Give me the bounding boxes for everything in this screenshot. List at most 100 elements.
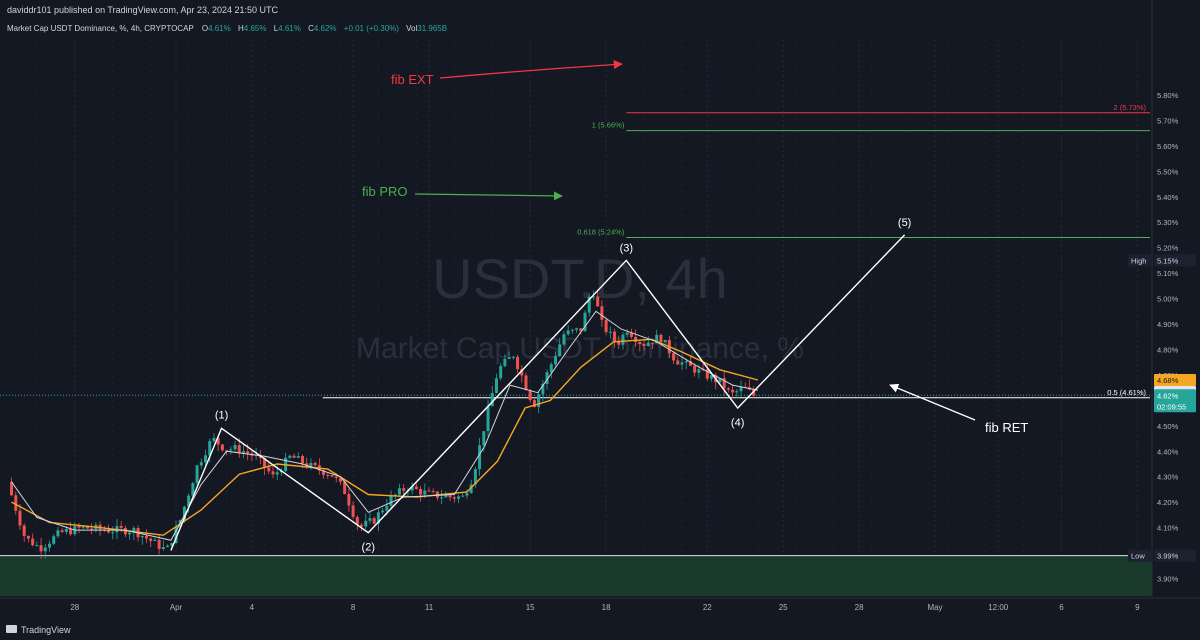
low-tag-value: 3.99% <box>1157 552 1179 561</box>
candle-body <box>31 538 35 546</box>
candle-body <box>267 467 271 472</box>
candle-body <box>478 445 482 470</box>
candle-body <box>663 339 667 343</box>
candle-body <box>39 545 43 552</box>
high-tag-value: 5.15% <box>1157 256 1179 265</box>
candle-body <box>638 341 642 345</box>
candle-body <box>558 344 562 357</box>
candle-body <box>625 332 629 335</box>
candle-body <box>301 456 304 464</box>
y-tick-0: 3.90% <box>1157 575 1179 584</box>
candle-body <box>220 444 224 451</box>
x-tick-1: Apr <box>170 603 183 612</box>
x-tick-0: 28 <box>70 603 79 612</box>
wave-label-1: (1) <box>215 409 228 421</box>
candle-body <box>338 478 342 482</box>
candle-body <box>549 364 553 373</box>
x-tick-9: 28 <box>855 603 864 612</box>
symbol-description: Market Cap USDT Dominance, %, 4h, CRYPTO… <box>7 24 194 33</box>
wave-label-5: (5) <box>898 217 911 229</box>
candle-body <box>364 520 368 527</box>
candle-body <box>499 366 503 379</box>
candle-body <box>680 362 684 365</box>
candle-body <box>541 384 545 395</box>
fib-level-label-0: 2 (5.73%) <box>1113 103 1146 112</box>
candle-body <box>545 372 549 385</box>
candle-body <box>351 505 355 517</box>
price-axis[interactable]: 3.90%4.00%4.10%4.20%4.30%4.40%4.50%4.60%… <box>1157 91 1179 584</box>
fib-level-label-3: 0.5 (4.61%) <box>1107 388 1146 397</box>
candle-body <box>461 495 465 497</box>
x-tick-6: 18 <box>602 603 611 612</box>
candle-body <box>187 495 191 507</box>
change-value: +0.01 (+0.30%) <box>344 24 399 33</box>
fib-level-label-2: 0.618 (5.24%) <box>577 227 625 236</box>
ema-fast-line <box>11 310 758 541</box>
candle-body <box>528 390 532 401</box>
candle-body <box>473 469 477 485</box>
ohlc-high-key: H <box>238 24 244 33</box>
candle-body <box>208 441 212 456</box>
x-tick-4: 11 <box>425 603 434 612</box>
x-tick-2: 4 <box>250 603 255 612</box>
candle-body <box>229 449 233 451</box>
candle-body <box>617 341 621 345</box>
y-tick-6: 4.50% <box>1157 422 1179 431</box>
candle-body <box>166 545 170 548</box>
y-tick-3: 4.20% <box>1157 498 1179 507</box>
ohlc-low-key: L <box>274 24 279 33</box>
candle-body <box>659 334 663 343</box>
candle-body <box>570 329 574 331</box>
candle-body <box>376 512 380 524</box>
candle-body <box>537 394 541 407</box>
candle-body <box>566 330 570 335</box>
time-axis-bg <box>0 598 1200 618</box>
candle-body <box>684 361 688 363</box>
candle-body <box>503 359 507 367</box>
ohlc-open-value: 4.61% <box>208 24 231 33</box>
candle-body <box>710 375 714 379</box>
candle-body <box>170 543 174 546</box>
candle-body <box>153 539 157 542</box>
candle-body <box>718 378 722 383</box>
y-tick-17: 5.60% <box>1157 142 1179 151</box>
time-axis[interactable]: 28 Apr 4 8 11 15 18 22 25 28 May 12:00 6 9 <box>70 603 1140 612</box>
moving-averages <box>11 310 759 541</box>
y-tick-5: 4.40% <box>1157 447 1179 456</box>
candle-body <box>372 518 376 524</box>
candle-body <box>64 528 68 532</box>
high-tag-key: High <box>1131 256 1146 265</box>
candle-body <box>414 486 418 490</box>
candle-body <box>216 437 220 445</box>
current-tag-bg <box>1154 389 1196 413</box>
y-tick-15: 5.40% <box>1157 193 1179 202</box>
candle-body <box>494 378 498 393</box>
candle-body <box>490 392 494 407</box>
publisher-line: daviddr101 published on TradingView.com,… <box>7 5 279 15</box>
candle-body <box>735 391 739 393</box>
candle-body <box>343 481 347 495</box>
candle-body <box>575 328 579 330</box>
y-tick-16: 5.50% <box>1157 167 1179 176</box>
candle-body <box>634 336 638 342</box>
candle-body <box>419 489 423 495</box>
volume-key: Vol <box>406 24 417 33</box>
tradingview-logo[interactable]: TradingView <box>6 625 71 635</box>
candle-body <box>52 536 56 544</box>
x-tick-8: 25 <box>779 603 788 612</box>
candle-body <box>452 497 456 499</box>
candle-body <box>688 361 692 366</box>
candle-body <box>347 494 351 506</box>
candle-body <box>507 357 511 360</box>
candle-body <box>722 378 726 389</box>
candle-body <box>672 353 676 361</box>
candle-body <box>288 455 292 458</box>
candle-body <box>629 332 633 337</box>
candle-body <box>182 506 186 520</box>
x-tick-13: 9 <box>1135 603 1140 612</box>
ema-slow-tag-bg <box>1154 373 1196 386</box>
fib-ext-annotation: fib EXT <box>391 72 434 87</box>
candle-body <box>330 475 334 477</box>
